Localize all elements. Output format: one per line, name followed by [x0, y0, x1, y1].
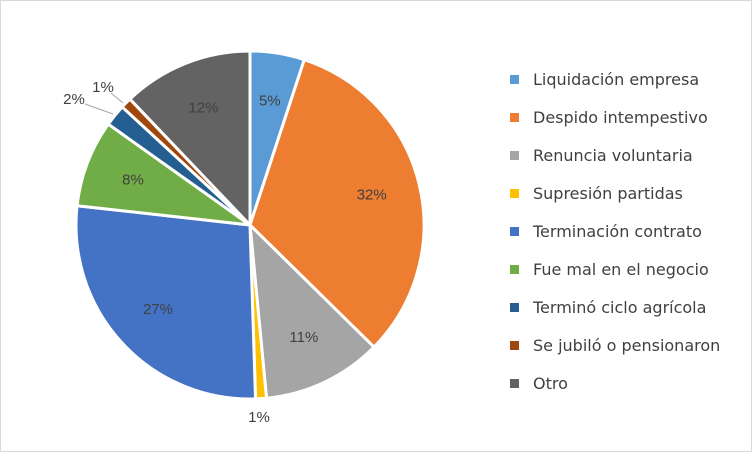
legend-label: Otro: [533, 373, 568, 393]
data-label: 12%: [188, 100, 218, 117]
legend-label: Fue mal en el negocio: [533, 259, 709, 279]
legend-label: Renuncia voluntaria: [533, 145, 693, 165]
legend-item: Fue mal en el negocio: [510, 250, 720, 288]
legend-swatch: [510, 226, 519, 236]
legend-label: Liquidación empresa: [533, 69, 700, 89]
leader-line: [110, 92, 124, 104]
pie-slice: [128, 49, 252, 227]
legend-swatch: [510, 74, 519, 84]
legend-item: Liquidación empresa: [510, 60, 720, 98]
legend-swatch: [510, 302, 519, 312]
legend-label: Terminó ciclo agrícola: [533, 297, 707, 317]
legend-item: Despido intempestivo: [510, 98, 720, 136]
legend-swatch: [510, 340, 519, 350]
data-label: 1%: [248, 409, 270, 426]
legend-label: Se jubiló o pensionaron: [533, 335, 721, 355]
legend-swatch: [510, 378, 519, 388]
pie-slice: [248, 223, 376, 400]
data-label: 32%: [357, 186, 387, 203]
data-label: 27%: [143, 301, 173, 318]
pie-slice: [248, 58, 426, 349]
pie-slice: [74, 204, 258, 401]
legend-item: Se jubiló o pensionaron: [510, 326, 720, 364]
legend-item: Terminación contrato: [510, 212, 720, 250]
legend-swatch: [510, 188, 519, 198]
legend-item: Terminó ciclo agrícola: [510, 288, 720, 326]
data-label: 1%: [92, 79, 114, 96]
leader-line: [84, 103, 114, 115]
legend-label: Despido intempestivo: [533, 107, 708, 127]
data-label: 2%: [63, 91, 85, 108]
legend-item: Supresión partidas: [510, 174, 720, 212]
legend-label: Supresión partidas: [533, 183, 683, 203]
legend: Liquidación empresa Despido intempestivo R…: [510, 60, 720, 402]
legend-label: Terminación contrato: [533, 221, 702, 241]
data-label: 11%: [289, 329, 318, 346]
data-label: 5%: [259, 92, 281, 109]
legend-item: Renuncia voluntaria: [510, 136, 720, 174]
legend-swatch: [510, 150, 519, 160]
pie-slice: [75, 122, 252, 227]
legend-item: Otro: [510, 364, 720, 402]
legend-swatch: [510, 264, 519, 274]
legend-swatch: [510, 112, 519, 122]
data-label: 8%: [122, 171, 144, 188]
